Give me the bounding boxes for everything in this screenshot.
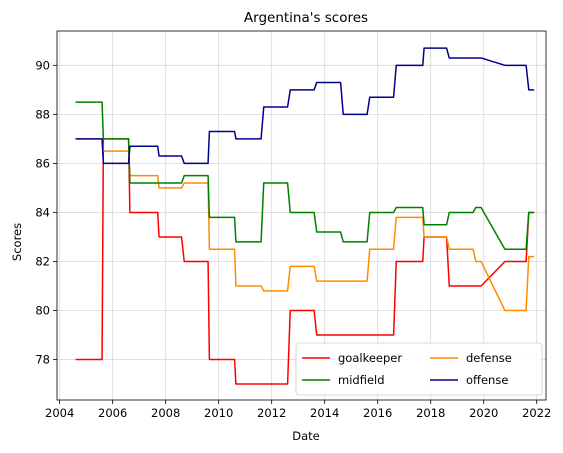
x-tick-label: 2012 xyxy=(257,406,286,420)
legend-label-midfield: midfield xyxy=(338,373,385,387)
series-line-defense xyxy=(75,138,535,312)
chart-title: Argentina's scores xyxy=(244,10,368,26)
y-tick-label: 78 xyxy=(35,353,50,367)
y-axis: 78 80 82 84 86 88 90 xyxy=(35,58,57,367)
x-tick-label: 2004 xyxy=(45,406,74,420)
x-tick-label: 2016 xyxy=(363,406,392,420)
y-tick-label: 84 xyxy=(35,205,50,219)
x-tick-label: 2010 xyxy=(204,406,233,420)
x-axis-label: Date xyxy=(292,429,320,443)
series-line-goalkeeper xyxy=(75,138,535,385)
y-tick-label: 80 xyxy=(35,304,50,318)
series-line-midfield xyxy=(75,101,535,250)
x-axis: 2004 2006 2008 2010 2012 2014 2016 2018 2020 2022 xyxy=(45,400,551,420)
series-layer xyxy=(75,47,535,385)
x-tick-label: 2008 xyxy=(151,406,180,420)
x-tick-label: 2022 xyxy=(522,406,551,420)
legend: goalkeeper defense midfield offense xyxy=(295,342,543,396)
x-tick-label: 2020 xyxy=(469,406,498,420)
y-tick-label: 86 xyxy=(35,156,50,170)
plot-frame xyxy=(56,30,547,401)
legend-label-goalkeeper: goalkeeper xyxy=(338,351,402,365)
y-tick-label: 88 xyxy=(35,107,50,121)
legend-box xyxy=(295,342,543,396)
series-line-offense xyxy=(75,47,535,165)
x-tick-label: 2014 xyxy=(310,406,339,420)
y-axis-label: Scores xyxy=(10,223,24,261)
x-tick-label: 2006 xyxy=(98,406,127,420)
legend-label-offense: offense xyxy=(466,373,508,387)
y-tick-label: 90 xyxy=(35,58,50,72)
legend-label-defense: defense xyxy=(466,351,512,365)
y-tick-label: 82 xyxy=(35,254,50,268)
x-tick-label: 2018 xyxy=(416,406,445,420)
